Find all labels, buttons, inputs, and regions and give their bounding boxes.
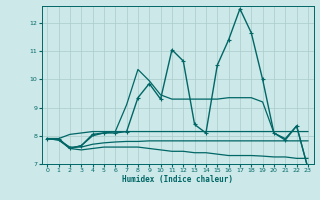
X-axis label: Humidex (Indice chaleur): Humidex (Indice chaleur) (122, 175, 233, 184)
